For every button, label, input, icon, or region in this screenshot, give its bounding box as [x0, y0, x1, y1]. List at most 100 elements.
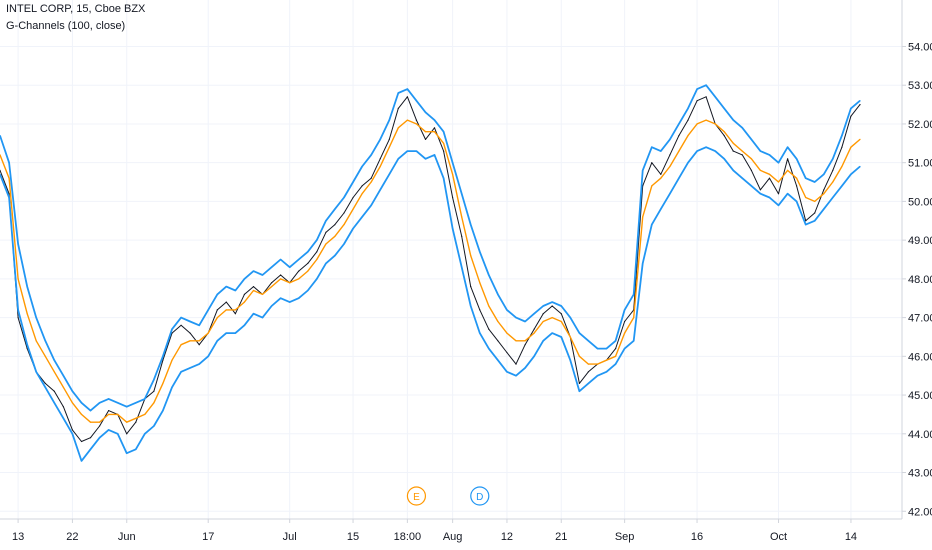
data-point-upper-band — [551, 301, 553, 303]
data-point-lower-band — [551, 332, 553, 334]
data-point-mid-line — [452, 173, 454, 175]
x-tick-label: Oct — [770, 531, 787, 543]
data-point-upper-band — [587, 340, 590, 342]
data-point-lower-band — [126, 452, 128, 454]
earnings-marker[interactable]: E — [406, 486, 427, 506]
data-point-upper-band — [80, 402, 83, 404]
data-point-mid-line — [443, 142, 445, 144]
data-point-lower-band — [506, 371, 508, 373]
data-point-price — [424, 138, 427, 140]
data-point-mid-line — [252, 289, 255, 292]
data-point-lower-band — [180, 371, 182, 373]
data-point-upper-band — [271, 266, 273, 268]
data-point-price — [768, 177, 771, 179]
data-point-upper-band — [805, 177, 807, 179]
data-point-lower-band — [189, 367, 191, 369]
data-point-upper-band — [35, 317, 37, 319]
data-point-lower-band — [298, 297, 300, 299]
data-point-upper-band — [470, 224, 472, 226]
data-point-mid-line — [289, 282, 291, 284]
data-point-price — [316, 251, 318, 253]
data-point-upper-band — [433, 119, 436, 121]
data-point-upper-band — [732, 119, 734, 121]
data-point-lower-band — [479, 332, 481, 334]
data-point-upper-band — [841, 135, 843, 137]
data-point-mid-line — [605, 359, 608, 361]
data-point-mid-line — [108, 413, 110, 415]
data-point-lower-band — [787, 193, 789, 195]
data-point-lower-band — [823, 208, 825, 210]
time-scale[interactable]: 13 22 Jun 17 Jul 15 18:00 Aug 12 21 Sep 16 Oct 14 — [12, 519, 857, 543]
data-point-price — [415, 119, 417, 121]
data-point-lower-band — [144, 433, 146, 435]
x-tick-label: 16 — [691, 531, 703, 543]
data-point-lower-band — [406, 150, 408, 152]
data-point-price — [533, 328, 535, 330]
data-point-mid-line — [26, 313, 28, 315]
data-point-lower-band — [198, 363, 200, 365]
data-point-upper-band — [705, 84, 707, 86]
data-point-mid-line — [859, 138, 861, 140]
data-point-lower-band — [669, 193, 671, 195]
data-point-lower-band — [660, 208, 662, 210]
data-point-mid-line — [750, 158, 753, 160]
data-point-price — [787, 158, 789, 160]
data-point-lower-band — [578, 390, 581, 392]
data-point-lower-band — [841, 185, 843, 187]
data-point-price — [388, 138, 390, 140]
data-point-price — [397, 107, 399, 109]
data-point-upper-band — [8, 162, 10, 164]
data-point-mid-line — [99, 421, 101, 423]
data-point-mid-line — [80, 413, 83, 415]
data-point-lower-band — [325, 262, 327, 264]
x-tick-label: 22 — [66, 531, 78, 543]
y-tick-label: 47.00 — [908, 313, 932, 325]
data-point-lower-band — [171, 386, 173, 388]
indicator-legend[interactable]: G-Channels (100, close) — [6, 20, 126, 32]
data-point-price — [325, 231, 327, 233]
data-point-lower-band — [135, 448, 137, 450]
data-point-upper-band — [234, 289, 236, 292]
data-point-upper-band — [524, 320, 526, 323]
data-point-upper-band — [62, 375, 64, 377]
data-point-price — [80, 440, 83, 443]
data-point-lower-band — [280, 297, 282, 299]
data-point-mid-line — [723, 131, 725, 133]
data-point-lower-band — [859, 165, 861, 168]
data-point-price — [578, 382, 581, 384]
data-point-lower-band — [443, 177, 445, 179]
data-point-mid-line — [497, 320, 499, 323]
grid — [0, 0, 902, 519]
dividend-marker[interactable]: D — [470, 486, 490, 506]
data-point-price — [542, 313, 544, 315]
data-point-mid-line — [271, 286, 273, 288]
data-point-upper-band — [216, 293, 218, 295]
data-point-price — [651, 162, 653, 164]
data-point-upper-band — [560, 305, 562, 307]
data-point-upper-band — [207, 309, 209, 311]
data-point-mid-line — [8, 177, 10, 179]
x-tick-label: 14 — [845, 531, 857, 543]
data-point-mid-line — [207, 332, 209, 334]
data-point-mid-line — [678, 150, 680, 152]
data-point-upper-band — [361, 165, 363, 168]
data-point-upper-band — [135, 402, 137, 404]
data-point-lower-band — [524, 367, 526, 369]
data-point-upper-band — [624, 309, 626, 311]
y-tick-label: 53.00 — [908, 80, 932, 92]
series-line-upper-band — [0, 84, 861, 412]
data-point-mid-line — [533, 332, 535, 334]
data-point-price — [741, 154, 743, 156]
data-point-mid-line — [768, 173, 771, 175]
data-point-mid-line — [53, 371, 55, 373]
data-point-lower-band — [261, 317, 264, 319]
symbol-legend[interactable]: INTEL CORP, 15, Cboe BZX — [6, 3, 146, 15]
x-tick-label: Jun — [118, 531, 136, 543]
data-point-upper-band — [162, 355, 164, 357]
data-point-mid-line — [823, 193, 825, 195]
data-point-lower-band — [243, 324, 245, 326]
data-point-upper-band — [415, 100, 417, 102]
price-scale[interactable]: 54.00 53.00 52.00 51.00 50.00 49.00 48.00 47.00… — [902, 41, 932, 518]
data-point-mid-line — [805, 196, 807, 199]
